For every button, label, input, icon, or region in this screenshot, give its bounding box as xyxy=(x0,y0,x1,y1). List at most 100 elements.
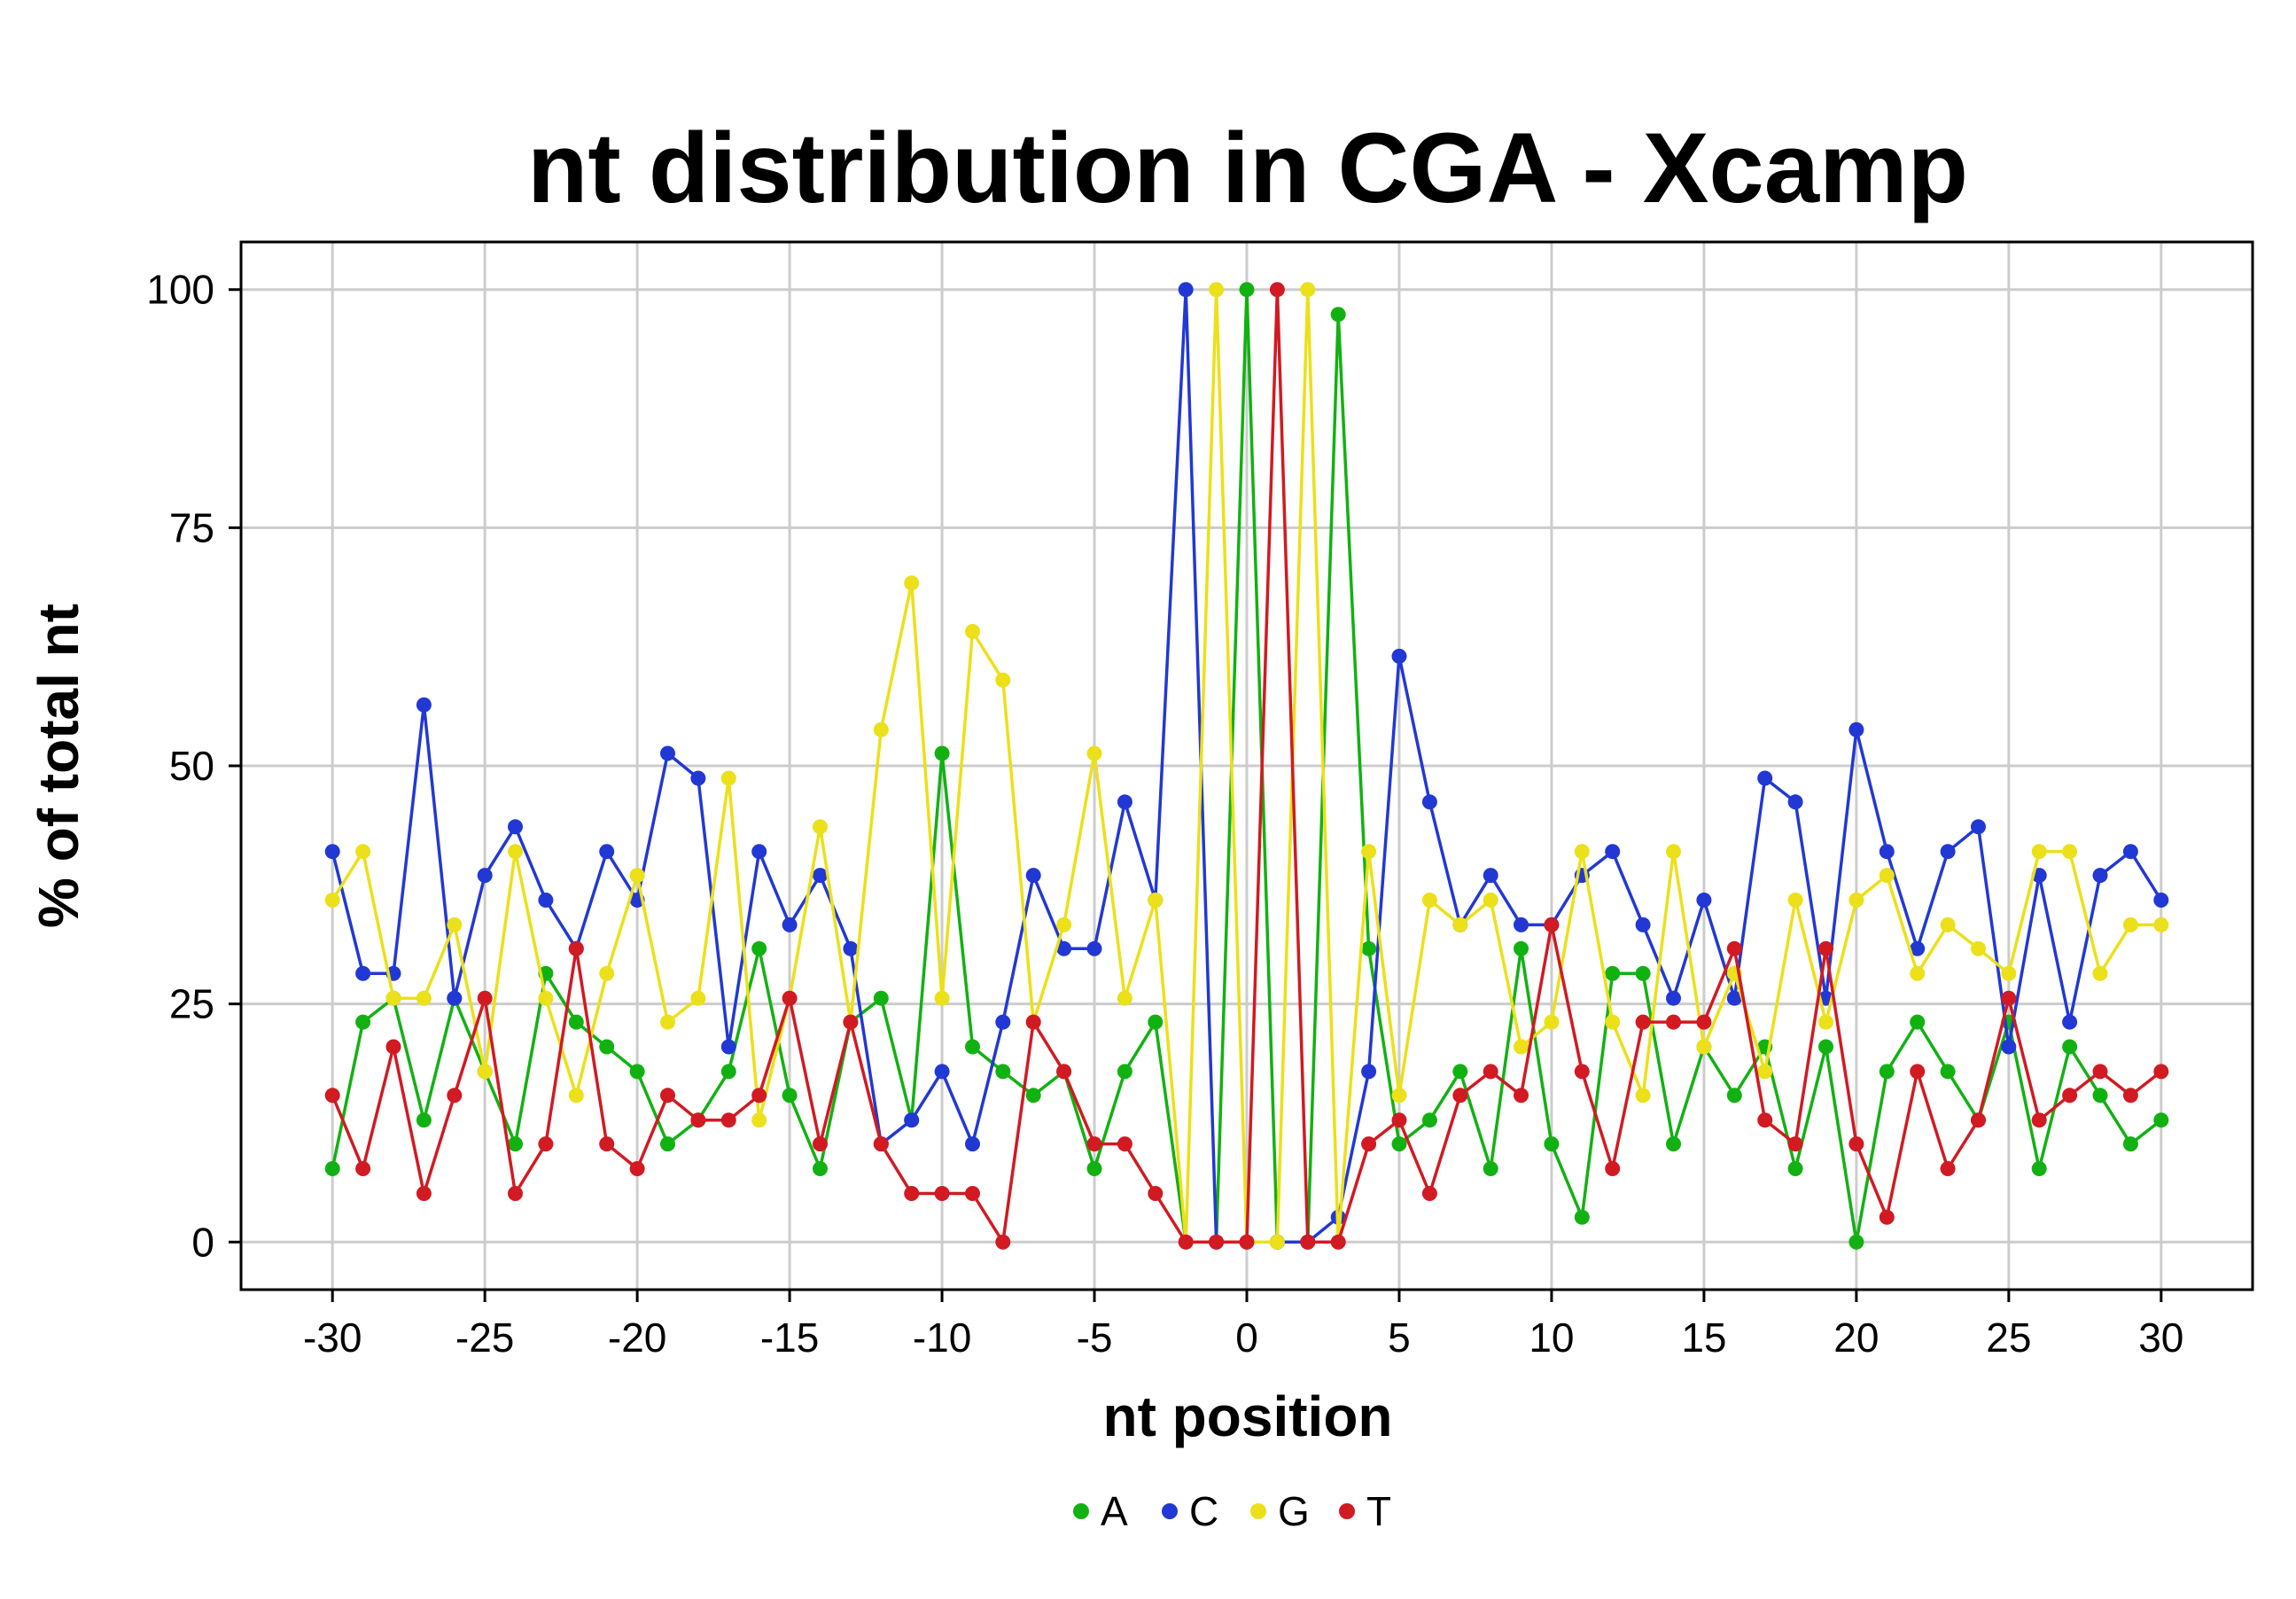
data-point-T xyxy=(751,1088,767,1104)
data-point-A xyxy=(1452,1064,1468,1080)
data-point-C xyxy=(2092,868,2108,884)
data-point-A xyxy=(1025,1088,1041,1104)
data-point-T xyxy=(1269,282,1285,298)
data-point-C xyxy=(904,1112,920,1128)
data-point-T xyxy=(1818,940,1833,956)
data-point-A xyxy=(1605,965,1621,981)
data-point-T xyxy=(2153,1064,2169,1080)
data-point-C xyxy=(751,844,767,860)
data-point-T xyxy=(1726,940,1742,956)
data-point-G xyxy=(660,1014,675,1030)
data-point-T xyxy=(690,1112,706,1128)
data-point-G xyxy=(1361,844,1377,860)
data-point-A xyxy=(324,1161,340,1176)
data-point-A xyxy=(1086,1161,1102,1176)
data-point-C xyxy=(1848,722,1864,737)
legend-label: G xyxy=(1278,1488,1310,1534)
data-point-A xyxy=(2062,1039,2078,1055)
x-tick-label: 30 xyxy=(2138,1314,2183,1361)
data-point-A xyxy=(1514,940,1529,956)
legend-marker xyxy=(1162,1503,1178,1519)
data-point-C xyxy=(1757,770,1773,786)
data-point-G xyxy=(813,819,828,835)
legend-marker xyxy=(1339,1503,1355,1519)
data-point-C xyxy=(2001,1039,2017,1055)
y-axis: 0 25 50 75 100 xyxy=(146,267,241,1265)
data-point-C xyxy=(1605,844,1621,860)
data-point-T xyxy=(477,990,493,1006)
data-point-A xyxy=(568,1014,584,1030)
data-point-T xyxy=(1696,1014,1712,1030)
x-tick-label: -30 xyxy=(303,1314,362,1361)
data-point-C xyxy=(1696,893,1712,908)
data-point-T xyxy=(720,1112,736,1128)
data-point-A xyxy=(1574,1209,1590,1225)
data-point-A xyxy=(1117,1064,1132,1080)
data-point-G xyxy=(904,575,920,591)
data-point-G xyxy=(1879,868,1895,884)
data-point-C xyxy=(1178,282,1194,298)
data-point-G xyxy=(1787,893,1803,908)
legend-label: T xyxy=(1366,1488,1391,1534)
data-point-T xyxy=(1300,1234,1316,1250)
series-T xyxy=(324,282,2169,1250)
data-point-T xyxy=(1514,1088,1529,1104)
data-point-C xyxy=(416,697,432,713)
data-point-T xyxy=(1544,916,1560,932)
data-point-T xyxy=(1330,1234,1346,1250)
series-layer xyxy=(324,282,2169,1250)
data-point-G xyxy=(1300,282,1316,298)
data-point-G xyxy=(2122,916,2138,932)
data-point-A xyxy=(1848,1234,1864,1250)
data-point-G xyxy=(599,965,615,981)
data-point-T xyxy=(1086,1136,1102,1152)
data-point-G xyxy=(1544,1014,1560,1030)
data-point-T xyxy=(1421,1186,1437,1201)
y-tick-label: 0 xyxy=(191,1219,214,1265)
data-point-A xyxy=(599,1039,615,1055)
data-point-C xyxy=(1787,794,1803,810)
data-point-C xyxy=(720,1039,736,1055)
y-axis-title: % of total nt xyxy=(27,604,90,928)
data-point-T xyxy=(2092,1064,2108,1080)
data-point-C xyxy=(1514,916,1529,932)
x-tick-label: -10 xyxy=(913,1314,971,1361)
data-point-T xyxy=(355,1161,371,1176)
data-point-T xyxy=(782,990,798,1006)
data-point-C xyxy=(1361,1064,1377,1080)
data-point-C xyxy=(1940,844,1956,860)
x-tick-label: 5 xyxy=(1388,1314,1411,1361)
grid xyxy=(241,242,2253,1290)
data-point-G xyxy=(1605,1014,1621,1030)
data-point-A xyxy=(355,1014,371,1030)
data-point-G xyxy=(2092,965,2108,981)
data-point-G xyxy=(1391,1088,1407,1104)
data-point-A xyxy=(813,1161,828,1176)
data-point-T xyxy=(1574,1064,1590,1080)
data-point-A xyxy=(1787,1161,1803,1176)
data-point-T xyxy=(1666,1014,1681,1030)
x-tick-label: 20 xyxy=(1833,1314,1879,1361)
data-point-G xyxy=(1848,893,1864,908)
data-point-G xyxy=(1635,1088,1651,1104)
data-point-C xyxy=(965,1136,980,1152)
data-point-A xyxy=(1635,965,1651,981)
x-tick-label: 25 xyxy=(1986,1314,2031,1361)
data-point-G xyxy=(416,990,432,1006)
data-point-A xyxy=(1726,1088,1742,1104)
data-point-G xyxy=(1696,1039,1712,1055)
data-point-A xyxy=(965,1039,980,1055)
data-point-G xyxy=(690,990,706,1006)
data-point-T xyxy=(1757,1112,1773,1128)
data-point-G xyxy=(2031,844,2047,860)
data-point-A xyxy=(1544,1136,1560,1152)
data-point-C xyxy=(1971,819,1986,835)
data-point-G xyxy=(1666,844,1681,860)
data-point-T xyxy=(1239,1234,1255,1250)
legend-item-T: T xyxy=(1339,1488,1391,1534)
data-point-C xyxy=(1391,648,1407,664)
data-point-A xyxy=(508,1136,523,1152)
data-point-G xyxy=(355,844,371,860)
